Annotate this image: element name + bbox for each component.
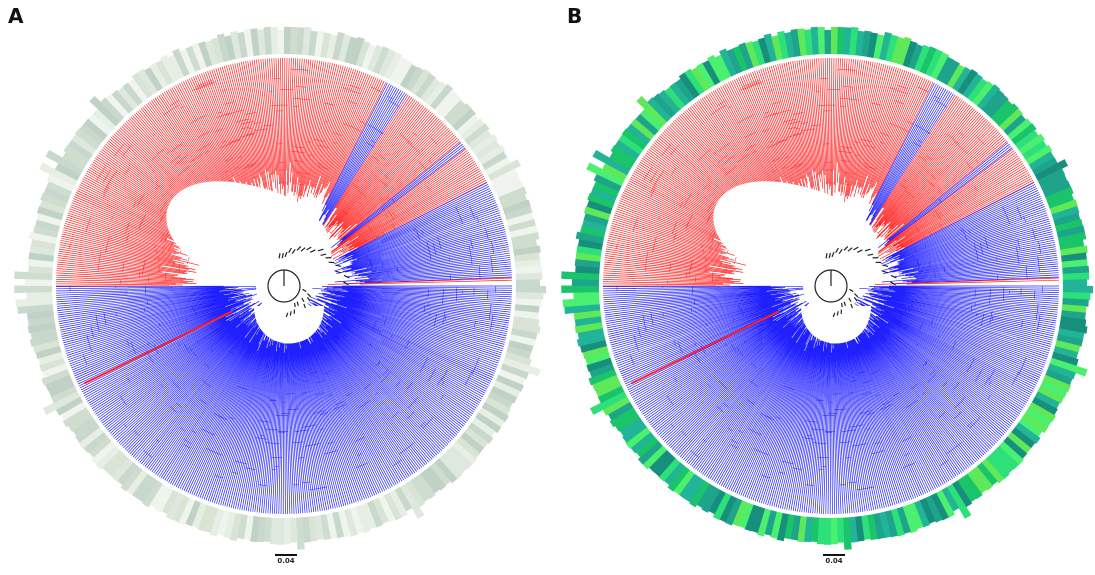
highlight-branch [631,310,780,385]
clade-red-wedge-2 [871,148,1035,260]
phylogenetic-tree-a [14,26,547,550]
clade-blue-wedge-1 [860,82,954,231]
highlight-branch [84,310,233,385]
clade-blue-wedge-1 [313,82,407,231]
interior-gap-lower [801,306,871,344]
interior-gap-lower [254,306,324,344]
panel-label-a: A [8,4,24,28]
interior-gap [166,181,332,284]
clade-red-sliver [874,277,1059,285]
clade-blue-lower [55,285,513,515]
backbone [814,245,897,318]
scale-bar-label: 0.04 [825,557,843,565]
clade-red-wedge-1 [862,94,1008,247]
phylogenetic-tree-b [561,26,1094,550]
scale-bar-label: 0.04 [277,557,295,565]
panel-label-b: B [567,4,583,28]
clade-red-wedge-1 [315,94,461,247]
scale-bar-b: 0.04 [814,554,854,565]
interior-gap [713,181,879,284]
scale-bar-a: 0.04 [266,554,306,565]
clade-red-sliver [327,277,512,285]
clade-blue-wedge-3 [333,182,512,284]
scale-bar-line [275,554,297,556]
backbone [267,245,350,318]
scale-bar-line [823,554,845,556]
clade-blue-wedge-3 [880,182,1059,284]
clade-blue-lower [602,285,1060,515]
clade-red-wedge-2 [324,148,488,260]
